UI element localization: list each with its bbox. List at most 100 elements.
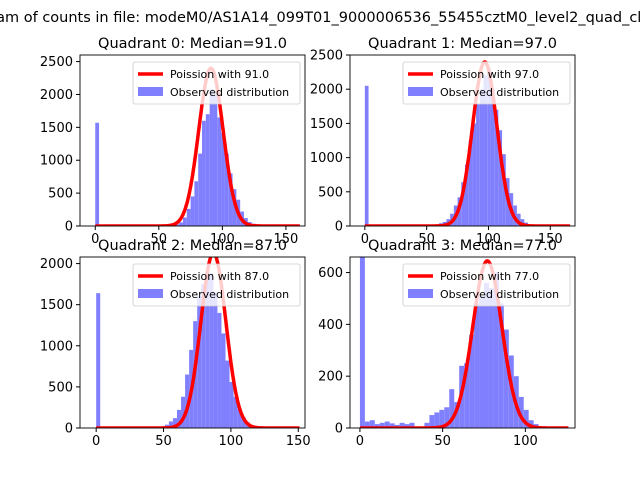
histogram-bar — [439, 409, 445, 428]
y-tick-label: 2500 — [40, 55, 73, 70]
poisson-curve — [95, 257, 301, 428]
x-tick-label: 50 — [151, 232, 168, 247]
histogram-bar — [483, 75, 488, 226]
histogram-bar — [194, 181, 199, 226]
y-tick-label: 1500 — [310, 117, 343, 132]
y-tick-label: 1000 — [40, 339, 73, 354]
panel-title: Quadrant 2: Median=87.0 — [98, 238, 287, 254]
y-tick-label: 2500 — [310, 49, 343, 64]
legend: Poission with 77.0 Observed distribution — [402, 263, 571, 307]
histogram-bar — [197, 296, 202, 428]
x-tick-label: 0 — [361, 232, 369, 247]
legend-patch-swatch — [138, 289, 163, 298]
histogram-bar — [181, 396, 186, 428]
histogram-bar — [523, 409, 529, 428]
panel-title: Quadrant 0: Median=91.0 — [98, 36, 287, 52]
axes-frame — [349, 256, 576, 429]
histogram-bar — [175, 224, 180, 226]
histogram-bar — [95, 122, 100, 226]
x-tick-label: 150 — [538, 232, 563, 247]
histogram-bar — [205, 114, 210, 226]
histogram-bar — [409, 422, 415, 428]
legend: Poission with 87.0 Observed distribution — [132, 263, 301, 307]
x-tick-label: 100 — [476, 232, 501, 247]
histogram-bar — [468, 140, 473, 226]
plot-area — [94, 66, 301, 226]
histogram-bar — [190, 196, 195, 226]
y-tick-label: 2000 — [40, 88, 73, 103]
legend-patch-swatch — [138, 87, 163, 96]
legend: Poission with 91.0 Observed distribution — [132, 61, 301, 105]
x-tick-label: 0 — [92, 434, 100, 449]
histogram-bar — [494, 109, 499, 226]
y-tick-label: 0 — [65, 422, 73, 437]
histogram-bar — [469, 334, 475, 428]
histogram-bar — [179, 222, 183, 226]
legend-label-observed: Observed distribution — [440, 86, 559, 99]
histogram-bar — [498, 130, 503, 226]
histogram-bar — [182, 217, 187, 226]
histogram-bar — [96, 293, 101, 428]
histogram-bar — [229, 381, 234, 428]
plot-area — [363, 60, 571, 226]
histogram-bar — [464, 363, 470, 428]
histogram-bar — [493, 272, 499, 428]
histogram-bar — [364, 85, 369, 226]
histogram-bar — [213, 94, 218, 226]
x-tick-label: 0 — [91, 232, 99, 247]
histogram-bar — [399, 422, 405, 428]
histogram-bar — [241, 417, 246, 428]
plot-area — [359, 257, 570, 428]
legend-box — [132, 263, 301, 307]
histogram-bar — [364, 421, 370, 428]
histogram-bar — [237, 409, 242, 428]
legend-box — [402, 263, 571, 307]
histogram-bar — [429, 415, 435, 428]
histogram-bar — [488, 288, 494, 428]
histogram-bar — [487, 67, 491, 226]
legend-label-poisson: Poission with 91.0 — [170, 68, 269, 81]
y-tick-label: 600 — [318, 266, 343, 281]
y-tick-label: 0 — [335, 220, 343, 235]
y-tick-label: 200 — [318, 370, 343, 385]
histogram-bar — [209, 89, 214, 226]
y-tick-label: 1000 — [40, 154, 73, 169]
legend-box — [132, 61, 301, 105]
legend: Poission with 97.0 Observed distribution — [402, 61, 571, 105]
histogram-bar — [490, 89, 495, 226]
histogram-bar — [379, 422, 385, 428]
y-tick-label: 0 — [65, 220, 73, 235]
histogram-bar — [528, 420, 534, 428]
histogram-bar — [198, 153, 203, 226]
histogram-bar — [221, 333, 226, 428]
x-tick-label: 100 — [210, 232, 235, 247]
y-tick-label: 1500 — [40, 121, 73, 136]
histogram-bar — [520, 219, 525, 226]
x-tick-label: 50 — [155, 434, 172, 449]
legend-label-poisson: Poission with 77.0 — [440, 270, 539, 283]
histogram-bar — [374, 424, 380, 428]
legend-patch-swatch — [408, 289, 433, 298]
axes-frame — [349, 54, 576, 227]
histogram-bar — [233, 396, 238, 428]
y-tick-label: 500 — [318, 185, 343, 200]
panel-quadrant-3: 0 50 100 0 200 400 600 Quadrant 3: Median=77.0 P… — [318, 238, 576, 449]
y-tick-label: 2000 — [310, 83, 343, 98]
histogram-bar — [404, 424, 410, 428]
x-tick-label: 100 — [218, 434, 243, 449]
panel-title: Quadrant 1: Median=97.0 — [368, 36, 557, 52]
histogram-bar — [217, 117, 222, 226]
poisson-curve — [359, 259, 570, 428]
figure-suptitle: Histogram of counts in file: modeM0/AS1A… — [0, 10, 640, 26]
histogram-bar — [461, 182, 465, 226]
y-tick-label: 400 — [318, 318, 343, 333]
axes-frame — [79, 54, 306, 227]
legend-label-observed: Observed distribution — [170, 288, 289, 301]
histogram-bar — [224, 153, 229, 226]
histogram-bar — [172, 418, 178, 428]
histogram-bar — [502, 154, 506, 226]
